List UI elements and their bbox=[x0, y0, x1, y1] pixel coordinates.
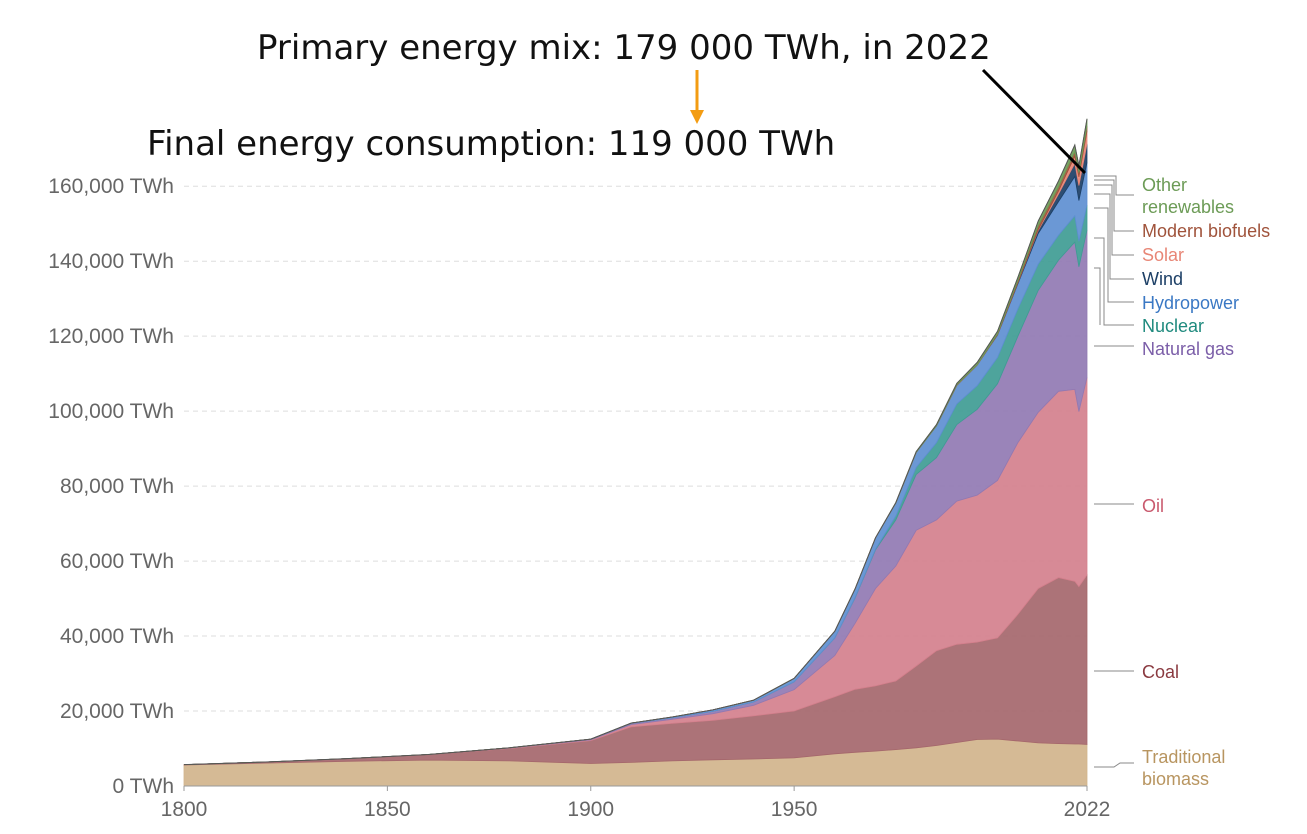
label-connectors bbox=[1094, 175, 1134, 768]
y-tick-label: 20,000 TWh bbox=[60, 700, 174, 723]
series-label: Modern biofuels bbox=[1142, 221, 1270, 241]
total-outline bbox=[183, 118, 1088, 766]
primary-energy-annotation: Primary energy mix: 179 000 TWh, in 2022 bbox=[257, 28, 991, 68]
annotation-pointers bbox=[690, 68, 1087, 175]
series-label: biomass bbox=[1142, 769, 1209, 789]
series-label: Natural gas bbox=[1142, 339, 1234, 359]
y-tick-label: 160,000 TWh bbox=[48, 175, 174, 198]
series-label: Wind bbox=[1142, 269, 1183, 289]
x-tick-label: 1800 bbox=[161, 798, 208, 821]
label-connector bbox=[1094, 175, 1134, 196]
y-tick-label: 100,000 TWh bbox=[48, 400, 174, 423]
y-tick-label: 40,000 TWh bbox=[60, 625, 174, 648]
y-tick-label: 80,000 TWh bbox=[60, 475, 174, 498]
series-label: Coal bbox=[1142, 662, 1179, 682]
arrow-head bbox=[690, 110, 704, 124]
x-axis-ticks: 1800 1850 1900 1950 2022 bbox=[161, 785, 1111, 821]
label-connector bbox=[1094, 267, 1101, 325]
label-connector bbox=[1094, 237, 1134, 326]
x-tick-label: 1950 bbox=[771, 798, 818, 821]
x-tick-label: 1900 bbox=[567, 798, 614, 821]
label-connector bbox=[1094, 184, 1134, 256]
label-connector bbox=[1094, 179, 1134, 232]
series-label: Traditional bbox=[1142, 747, 1225, 767]
x-tick-label: 1850 bbox=[364, 798, 411, 821]
label-connector bbox=[1094, 193, 1134, 280]
total-pointer-line bbox=[981, 68, 1087, 175]
label-connector bbox=[1094, 762, 1134, 768]
y-tick-label: 0 TWh bbox=[113, 775, 174, 798]
x-tick-label: 2022 bbox=[1064, 798, 1111, 821]
series-label: Solar bbox=[1142, 245, 1184, 265]
y-axis-ticks: 0 TWh 20,000 TWh 40,000 TWh 60,000 TWh 80,00… bbox=[48, 175, 174, 798]
series-label: renewables bbox=[1142, 197, 1234, 217]
label-connector bbox=[1094, 207, 1134, 303]
y-tick-label: 60,000 TWh bbox=[60, 550, 174, 573]
final-energy-annotation: Final energy consumption: 119 000 TWh bbox=[147, 124, 836, 164]
series-label: Other bbox=[1142, 175, 1187, 195]
series-label: Hydropower bbox=[1142, 293, 1239, 313]
stacked-areas bbox=[183, 118, 1088, 787]
series-label: Oil bbox=[1142, 496, 1164, 516]
gridlines bbox=[184, 185, 1087, 712]
y-tick-label: 140,000 TWh bbox=[48, 250, 174, 273]
series-label: Nuclear bbox=[1142, 316, 1204, 336]
y-tick-label: 120,000 TWh bbox=[48, 325, 174, 348]
